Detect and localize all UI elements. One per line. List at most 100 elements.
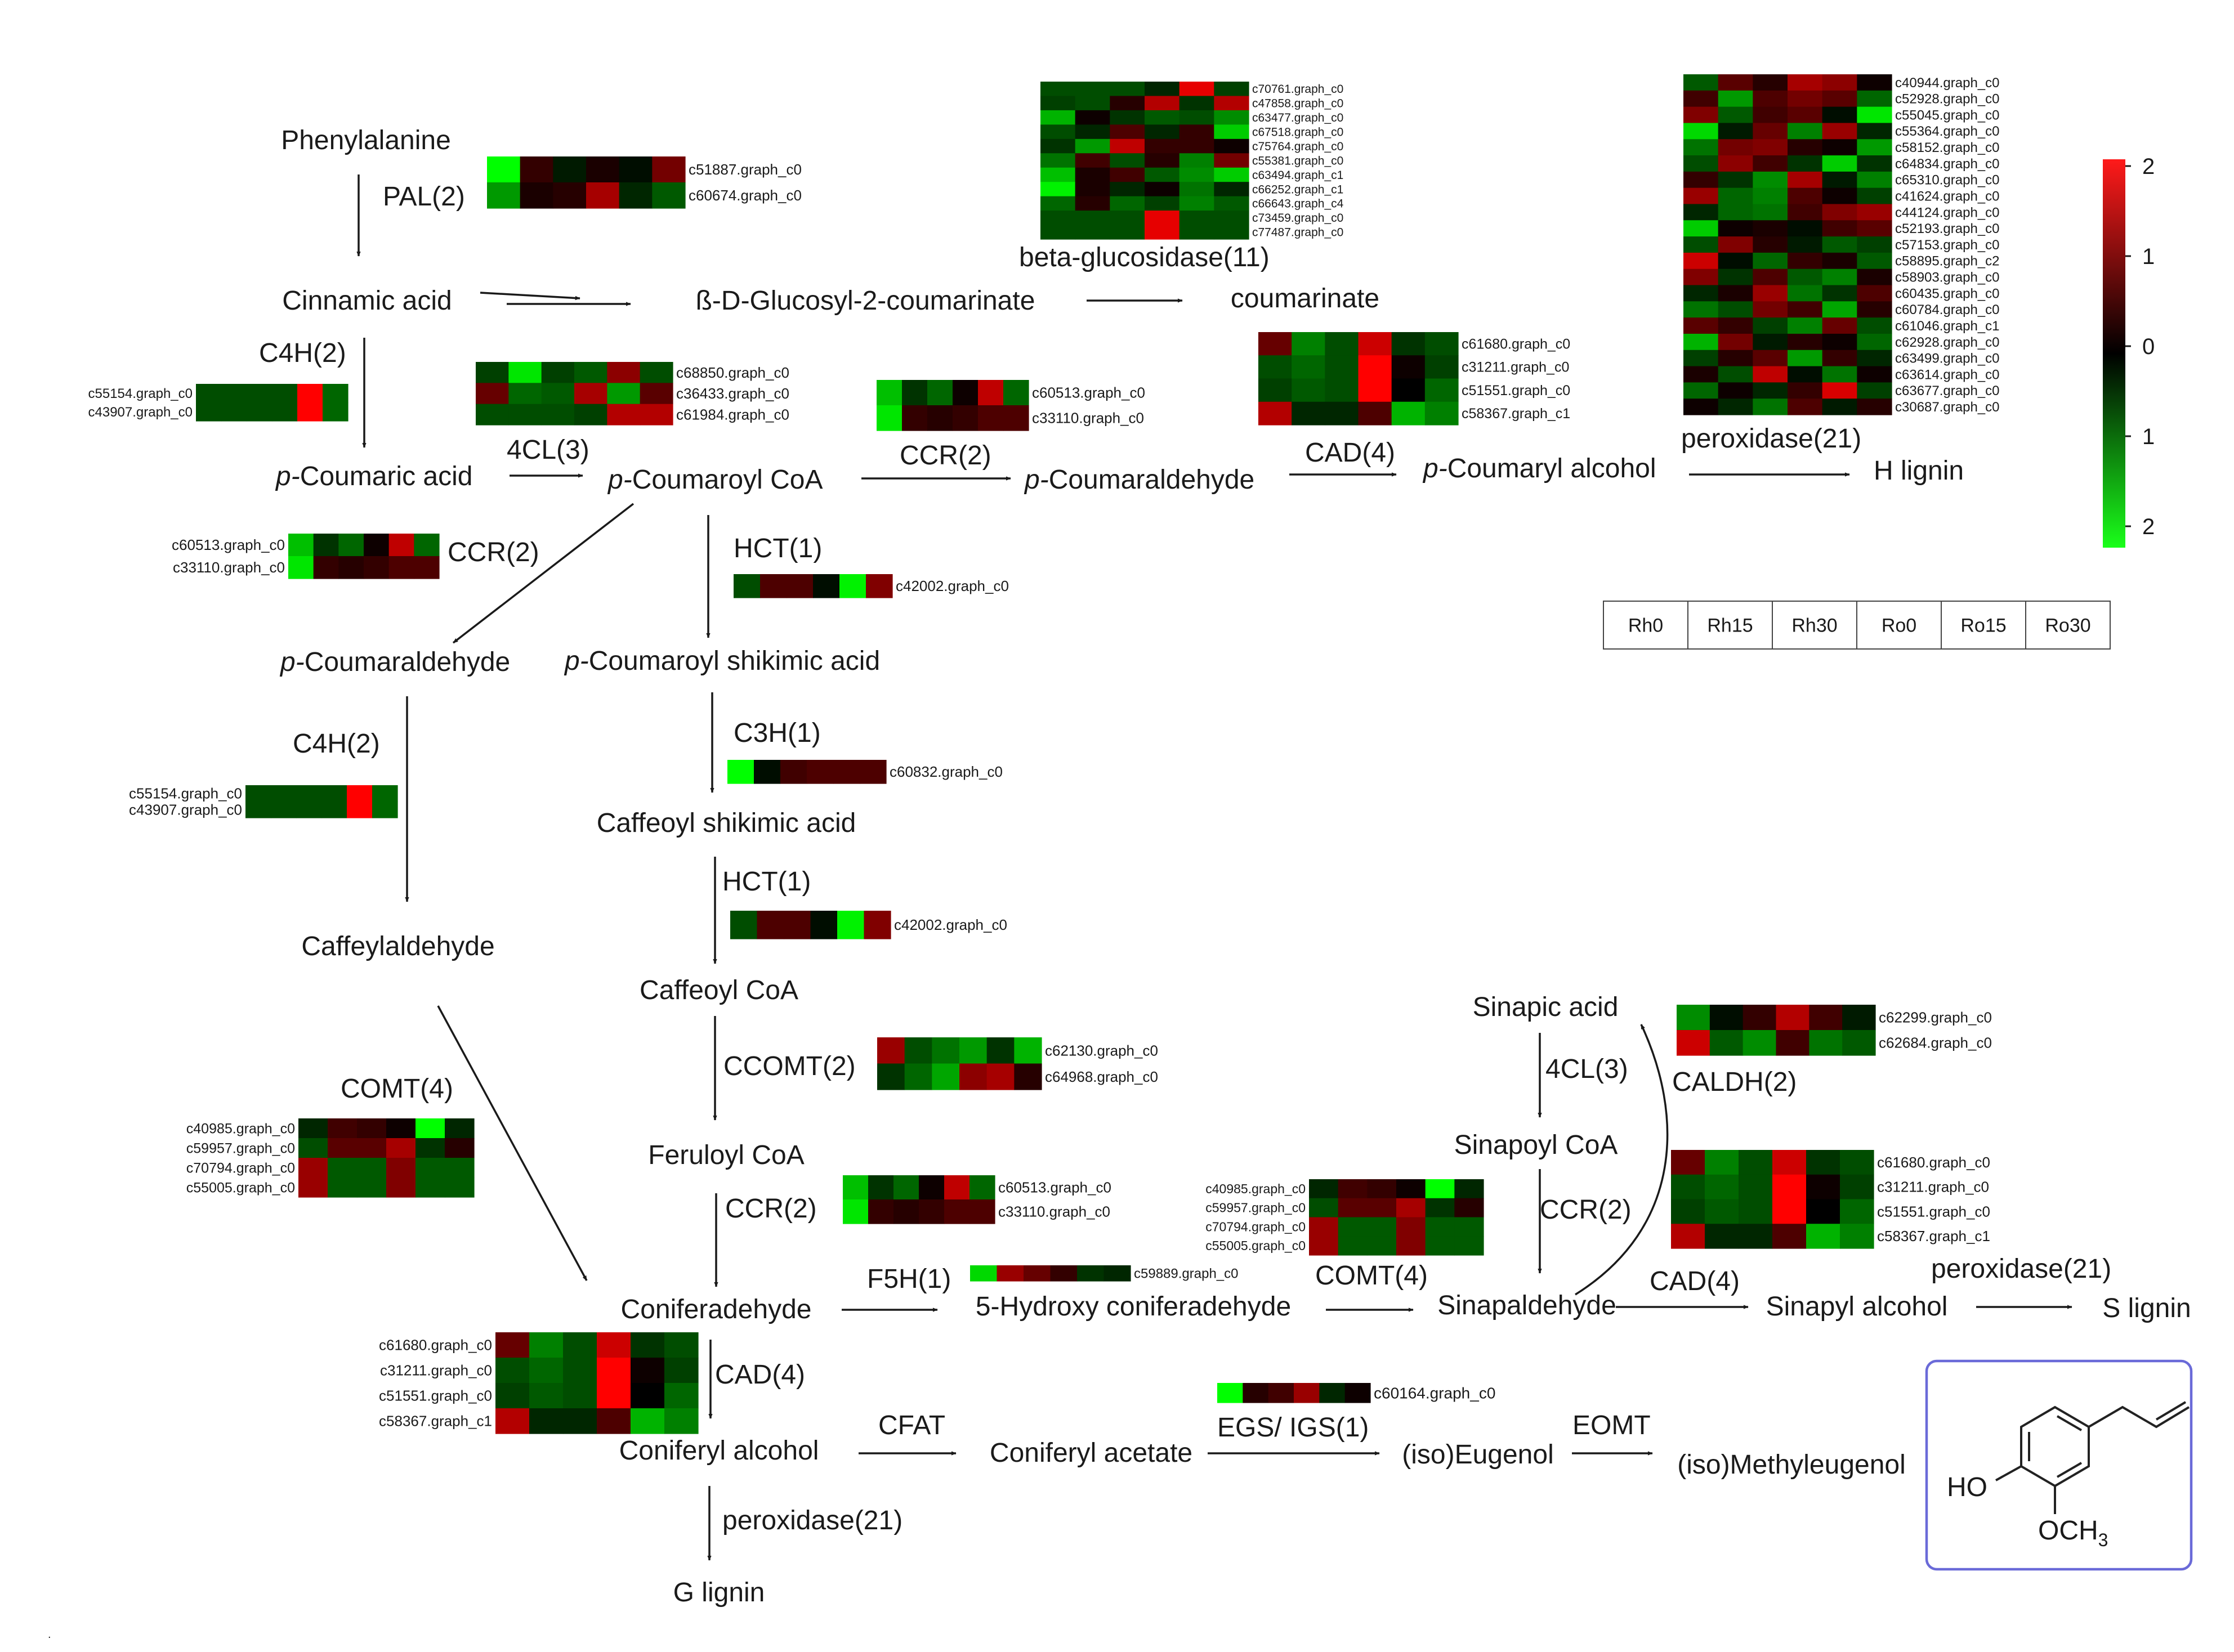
heatmap-cell xyxy=(1683,236,1719,253)
heatmap-cell xyxy=(1179,182,1214,197)
ring-inner-bond-1 xyxy=(2056,1415,2083,1431)
heatmap-cell xyxy=(1040,124,1076,140)
gene-id-label: c31211.graph_c0 xyxy=(380,1362,492,1379)
heatmap-cell xyxy=(1742,1005,1777,1031)
heatmap-cell xyxy=(1718,236,1753,253)
allyl-chain xyxy=(2088,1405,2190,1429)
heatmap-cell xyxy=(1788,220,1823,237)
heatmap-cell xyxy=(1050,1265,1078,1282)
arrow-sinapaldehyde-sinapicacid xyxy=(1575,1024,1669,1296)
heatmap-cell xyxy=(476,362,509,383)
enzyme-c4h-top: C4H(2) xyxy=(259,338,346,368)
heatmap-cell xyxy=(1753,74,1788,91)
heatmap-cell xyxy=(288,534,314,557)
heatmap-cell xyxy=(1753,220,1788,237)
heatmap-cell xyxy=(1075,211,1110,226)
sample-label: Ro30 xyxy=(2045,615,2090,637)
enzyme-pal: PAL(2) xyxy=(383,182,465,212)
heatmap-cell xyxy=(1338,1236,1368,1256)
heatmap-cell xyxy=(1214,211,1249,226)
color-legend: 2 1 0 1 2 xyxy=(2103,154,2155,548)
heatmap-cell xyxy=(338,534,364,557)
gene-id-label: c44124.graph_c0 xyxy=(1895,205,1999,220)
heatmap-cell xyxy=(1718,252,1753,270)
heatmap-cell xyxy=(1292,378,1325,402)
heatmap-cell xyxy=(1822,350,1857,367)
heatmap-cell xyxy=(664,1383,699,1409)
heatmap-cell xyxy=(833,760,860,784)
heatmap-cell xyxy=(1683,90,1719,108)
compound-coniferyl-alcohol: Coniferyl alcohol xyxy=(619,1436,819,1466)
heatmap-c4h-top: c55154.graph_c0 c43907.graph_c0 xyxy=(88,384,348,422)
heatmap-cell xyxy=(1788,90,1823,108)
heatmap-cell xyxy=(1718,187,1753,205)
heatmap-cell xyxy=(810,911,838,939)
heatmap-pal: c51887.graph_c0 c60674.graph_c0 xyxy=(487,156,802,209)
color-legend-ticks: 2 1 0 1 2 xyxy=(2125,154,2155,539)
gene-id-label: c70794.graph_c0 xyxy=(1205,1219,1306,1234)
heatmap-cell xyxy=(1822,74,1857,91)
heatmap-cell xyxy=(1840,1174,1874,1200)
compound-cinnamic-acid: Cinnamic acid xyxy=(282,286,452,316)
gene-id-label: c60784.graph_c0 xyxy=(1895,302,1999,317)
compound-g-lignin: G lignin xyxy=(673,1578,765,1608)
enzyme-f5h: F5H(1) xyxy=(867,1264,951,1294)
heatmap-cell xyxy=(1772,1224,1807,1249)
gene-id-label: c43907.graph_c0 xyxy=(129,802,242,818)
heatmap-cell xyxy=(1822,317,1857,334)
heatmap-cell xyxy=(357,1138,387,1158)
heatmap-cell xyxy=(1424,378,1459,402)
gene-id-label: c61984.graph_c0 xyxy=(676,406,789,423)
gene-id-label: c42002.graph_c0 xyxy=(896,577,1009,594)
heatmap-cell xyxy=(1145,110,1180,125)
heatmap-cell xyxy=(1742,1030,1777,1056)
compound-caffeoyl-shikimic: Caffeoyl shikimic acid xyxy=(597,808,856,838)
compound-caffeylaldehyde: Caffeylaldehyde xyxy=(301,932,494,961)
heatmap-cell xyxy=(321,785,347,802)
heatmap-cell xyxy=(1424,401,1459,426)
heatmap-cell xyxy=(734,574,761,598)
heatmap-cell xyxy=(1110,167,1145,182)
sample-legend: Rh0 Rh15 Rh30 Ro0 Ro15 Ro30 xyxy=(1603,601,2111,650)
enzyme-egs-igs: EGS/ IGS(1) xyxy=(1217,1413,1369,1443)
heatmap-cell xyxy=(1110,182,1145,197)
heatmap-cell xyxy=(414,534,440,557)
gene-id-label: c33110.graph_c0 xyxy=(173,559,285,576)
heatmap-cell xyxy=(1358,378,1392,402)
heatmap-cell xyxy=(1788,252,1823,270)
heatmap-cell xyxy=(1718,317,1753,334)
heatmap-cell xyxy=(1739,1150,1773,1175)
heatmap-cell xyxy=(1003,380,1029,406)
heatmap-cell xyxy=(1857,106,1892,124)
heatmap-cell xyxy=(1705,1150,1739,1175)
heatmap-cell xyxy=(1040,225,1076,240)
gene-id-label: c68850.graph_c0 xyxy=(676,364,789,381)
gene-id-label: c60674.graph_c0 xyxy=(689,187,802,204)
heatmap-cell xyxy=(1344,1383,1371,1403)
heatmap-cell xyxy=(1683,139,1719,156)
heatmap-cell xyxy=(1683,350,1719,367)
gene-id-label: c55045.graph_c0 xyxy=(1895,108,1999,123)
heatmap-cell xyxy=(1319,1383,1346,1403)
gene-id-label: c62299.graph_c0 xyxy=(1879,1009,1992,1026)
heatmap-cell xyxy=(1325,332,1359,356)
heatmap-cell xyxy=(1396,1236,1426,1256)
compound-sinapyl-alcohol: Sinapyl alcohol xyxy=(1766,1292,1948,1322)
heatmap-cell xyxy=(1683,252,1719,270)
heatmap-cell xyxy=(1075,124,1110,140)
heatmap-cell xyxy=(445,1118,475,1139)
heatmap-cell xyxy=(1683,268,1719,286)
sample-label: Ro15 xyxy=(1960,615,2006,637)
gene-id-label: c64834.graph_c0 xyxy=(1895,156,1999,172)
gene-id-label: c73459.graph_c0 xyxy=(1252,212,1343,225)
heatmap-cell xyxy=(1145,96,1180,111)
compound-h-lignin: H lignin xyxy=(1874,456,1964,486)
heatmap-cell xyxy=(321,802,347,818)
heatmap-cell xyxy=(1718,90,1753,108)
gene-id-label: c40944.graph_c0 xyxy=(1895,75,1999,91)
heatmap-cell xyxy=(296,785,322,802)
heatmap-cell xyxy=(296,802,322,818)
heatmap-cell xyxy=(1772,1150,1807,1175)
gene-id-label: c61680.graph_c0 xyxy=(1462,336,1570,352)
